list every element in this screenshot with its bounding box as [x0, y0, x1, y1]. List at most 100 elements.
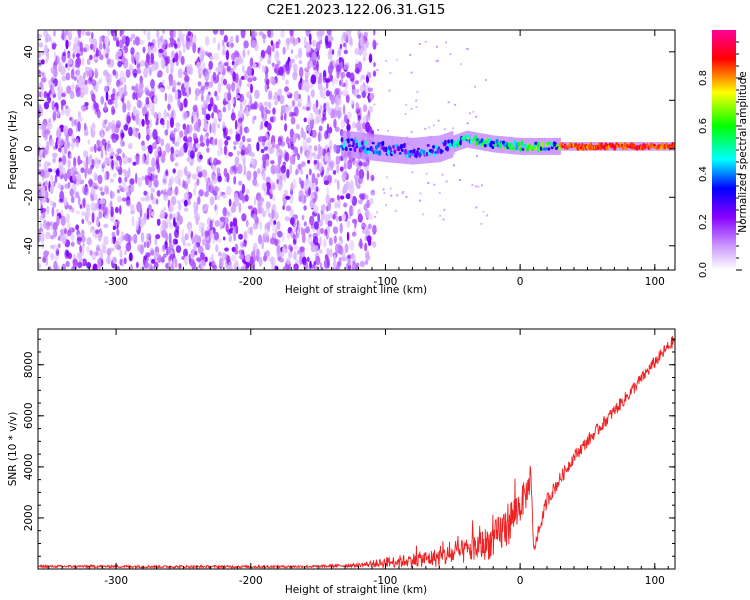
spectrogram-cell — [277, 39, 281, 45]
spectrogram-cell — [158, 48, 164, 54]
spectrogram-cell — [146, 152, 150, 161]
spectrogram-cell — [339, 80, 342, 86]
spectrogram-cell — [259, 135, 264, 142]
spectrogram-cell — [295, 233, 299, 238]
spectrogram-cell — [151, 259, 156, 264]
spectrogram-cell — [490, 140, 494, 145]
spectrogram-cell — [160, 256, 165, 264]
spectrogram-cell — [93, 193, 98, 201]
spectrogram-cell — [209, 156, 213, 164]
spectrogram-cell — [260, 49, 266, 59]
spectrogram-cell — [43, 129, 50, 135]
spectrogram-cell — [356, 183, 361, 189]
spectrogram-cell — [138, 88, 144, 95]
spectrogram-cell — [550, 146, 554, 150]
spectrogram-cell — [247, 49, 250, 56]
spectrogram-cell — [192, 105, 198, 113]
spectrogram-cell — [365, 40, 369, 48]
spectrogram-cell — [174, 128, 177, 133]
spectrogram-cell — [314, 116, 320, 125]
spectrogram-cell — [317, 83, 323, 91]
spectrogram-cell — [205, 231, 210, 237]
spectrogram-cell — [276, 178, 280, 185]
spectrogram-cell — [466, 122, 469, 125]
spectrogram-cell — [97, 174, 103, 185]
spectrogram-cell — [359, 238, 363, 249]
spectrogram-cell — [58, 198, 65, 203]
spectrogram-cell — [392, 136, 395, 163]
spectrogram-cell — [153, 251, 159, 259]
spectrogram-cell — [300, 227, 304, 236]
spectrogram-cell — [80, 235, 86, 243]
spectrogram-cell — [422, 213, 425, 216]
spectrogram-cell — [60, 99, 67, 106]
spectrogram-cell — [203, 203, 209, 211]
spectrogram-cell — [318, 125, 323, 132]
spectrogram-cell — [340, 119, 346, 128]
spectrogram-cell — [174, 89, 179, 101]
spectrogram-cell — [334, 178, 338, 184]
spectrogram-cell — [61, 75, 67, 82]
spectrogram-cell — [140, 232, 145, 243]
spectrogram-cell — [122, 168, 127, 174]
spectrogram-cell — [125, 242, 132, 252]
spectrogram-cell — [136, 99, 142, 109]
spectrogram-cell — [125, 185, 131, 197]
spectrogram-cell — [293, 63, 298, 73]
spectrogram-cell — [112, 225, 116, 231]
spectrogram-cell — [410, 71, 413, 74]
spectrogram-cell — [78, 34, 82, 39]
spectrogram-cell — [307, 136, 312, 144]
spectrogram-cell — [324, 254, 329, 261]
spectrogram-cell — [228, 151, 233, 157]
spectrogram-cell — [309, 113, 314, 121]
x-tick-label: -100 — [374, 276, 398, 288]
spectrogram-cell — [246, 138, 252, 143]
spectrogram-cell — [317, 30, 323, 38]
spectrogram-cell — [387, 129, 390, 132]
spectrogram-cell — [432, 145, 436, 149]
spectrogram-cell — [87, 220, 92, 226]
spectrogram-cell — [199, 142, 205, 147]
spectrogram-cell — [253, 242, 258, 251]
spectrogram-cell — [215, 244, 219, 253]
spectrogram-cell — [191, 261, 197, 270]
spectrogram-cell — [79, 41, 83, 53]
spectrogram-cell — [72, 47, 76, 53]
spectrogram-cell — [234, 250, 239, 255]
spectrogram-cell — [235, 88, 240, 96]
spectrogram-cell — [332, 226, 339, 235]
spectrogram-cell — [236, 150, 240, 157]
spectrogram-cell — [369, 93, 375, 100]
spectrogram-cell — [110, 206, 114, 218]
spectrogram-cell — [116, 148, 122, 155]
spectrogram-cell — [543, 137, 545, 155]
spectrogram-cell — [116, 155, 121, 161]
spectrogram-cell — [272, 107, 276, 115]
spectrogram-cell — [330, 36, 334, 41]
spectrogram-cell — [277, 154, 282, 166]
spectrogram-cell — [424, 127, 427, 130]
spectrogram-cell — [309, 215, 315, 226]
spectrogram-cell — [130, 33, 136, 39]
spectrogram-cell — [38, 109, 41, 118]
spectrogram-cell — [53, 51, 57, 60]
spectrogram-cell — [363, 203, 368, 211]
spectrogram-cell — [298, 48, 303, 59]
spectrogram-cell — [315, 177, 318, 186]
spectrogram-cell — [386, 149, 390, 156]
spectrogram-y-label: Frequency (Hz) — [7, 110, 19, 189]
spectrogram-cell — [341, 130, 343, 157]
spectrogram-cell — [351, 231, 357, 237]
spectrogram-cell — [396, 136, 398, 164]
spectrogram-cell — [408, 154, 412, 158]
spectrogram-cell — [204, 81, 209, 87]
spectrogram-cell — [79, 232, 84, 237]
spectrogram-cell — [525, 147, 530, 152]
spectrogram-cell — [265, 201, 271, 209]
spectrogram-cell — [358, 169, 365, 180]
spectrogram-cell — [128, 167, 131, 178]
spectrogram-cell — [290, 116, 296, 125]
spectrogram-cell — [415, 137, 417, 165]
spectrogram-cell — [325, 103, 330, 111]
